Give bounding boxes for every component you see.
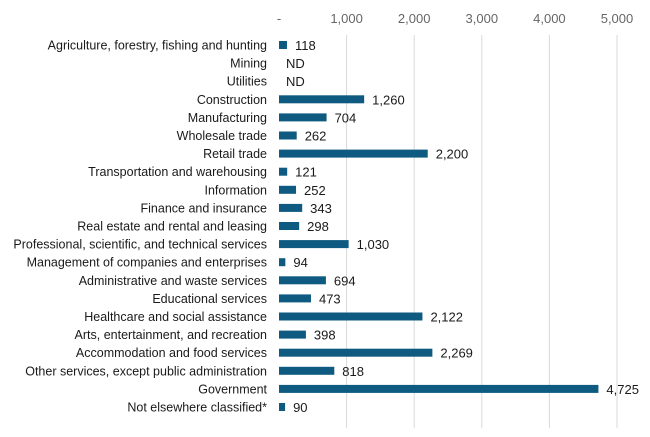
x-tick-label: 1,000 <box>330 11 363 26</box>
category-label: Management of companies and enterprises <box>27 256 267 270</box>
category-label: Accommodation and food services <box>76 346 267 360</box>
value-label: 90 <box>293 400 307 415</box>
category-label: Professional, scientific, and technical … <box>13 238 267 252</box>
category-label: Mining <box>230 57 267 71</box>
x-tick-label: - <box>277 11 281 26</box>
value-label: 704 <box>335 110 357 125</box>
value-label: 94 <box>293 255 307 270</box>
bar <box>279 384 599 393</box>
bar <box>279 203 303 212</box>
value-label: ND <box>286 56 305 71</box>
category-labels: Agriculture, forestry, fishing and hunti… <box>13 39 267 415</box>
bar <box>279 131 297 140</box>
bar <box>279 366 335 375</box>
x-axis-ticks: - 1,000 2,000 3,000 4,000 5,000 <box>277 11 633 26</box>
bar <box>279 113 327 122</box>
bar <box>279 167 288 176</box>
x-tick-label: 5,000 <box>601 11 634 26</box>
category-label: Utilities <box>227 75 267 89</box>
bar <box>279 330 306 339</box>
bar <box>279 348 433 357</box>
bar <box>279 240 349 249</box>
value-label: 262 <box>305 129 327 144</box>
value-label: 2,122 <box>430 310 463 325</box>
value-label: 343 <box>310 201 332 216</box>
value-label: 252 <box>304 183 326 198</box>
value-label: 398 <box>314 328 336 343</box>
bar <box>279 149 428 158</box>
value-label: 118 <box>295 38 316 53</box>
category-label: Administrative and waste services <box>79 274 267 288</box>
category-label: Healthcare and social assistance <box>84 310 267 324</box>
value-label: 2,200 <box>436 147 469 162</box>
x-tick-label: 2,000 <box>398 11 431 26</box>
bar <box>279 222 300 230</box>
bar <box>279 312 423 321</box>
category-label: Real estate and rental and leasing <box>77 220 267 234</box>
value-label: 298 <box>307 219 329 234</box>
category-label: Educational services <box>152 292 267 306</box>
value-label: ND <box>286 74 305 89</box>
value-label: 1,260 <box>372 92 405 107</box>
category-label: Finance and insurance <box>141 201 268 215</box>
value-label: 4,725 <box>606 382 639 397</box>
x-tick-label: 4,000 <box>533 11 566 26</box>
value-labels: 118 ND ND 1,260 704 262 2,200 121 252 343 298 1,030… <box>286 38 639 415</box>
category-label: Transportation and warehousing <box>88 165 267 179</box>
bar <box>279 294 311 303</box>
bar <box>279 276 326 285</box>
value-label: 2,269 <box>440 346 473 361</box>
category-label: Wholesale trade <box>177 129 267 143</box>
value-label: 694 <box>334 273 356 288</box>
grid-lines <box>346 35 618 428</box>
category-label: Government <box>198 382 267 396</box>
category-label: Retail trade <box>203 147 267 161</box>
bar <box>279 258 286 267</box>
value-label: 1,030 <box>357 237 390 252</box>
category-label: Construction <box>197 93 267 107</box>
category-label: Information <box>204 183 267 197</box>
bar <box>279 95 365 104</box>
category-label: Manufacturing <box>188 111 267 125</box>
category-label: Agriculture, forestry, fishing and hunti… <box>48 39 267 53</box>
category-label: Not elsewhere classified* <box>127 401 267 415</box>
value-label: 121 <box>295 165 317 180</box>
bar <box>279 41 287 49</box>
bar <box>279 403 286 411</box>
value-label: 473 <box>319 291 341 306</box>
value-label: 818 <box>342 364 364 379</box>
x-tick-label: 3,000 <box>466 11 499 26</box>
bars <box>279 41 599 411</box>
category-label: Arts, entertainment, and recreation <box>75 328 268 342</box>
category-label: Other services, except public administra… <box>25 364 267 378</box>
bar <box>279 185 297 194</box>
